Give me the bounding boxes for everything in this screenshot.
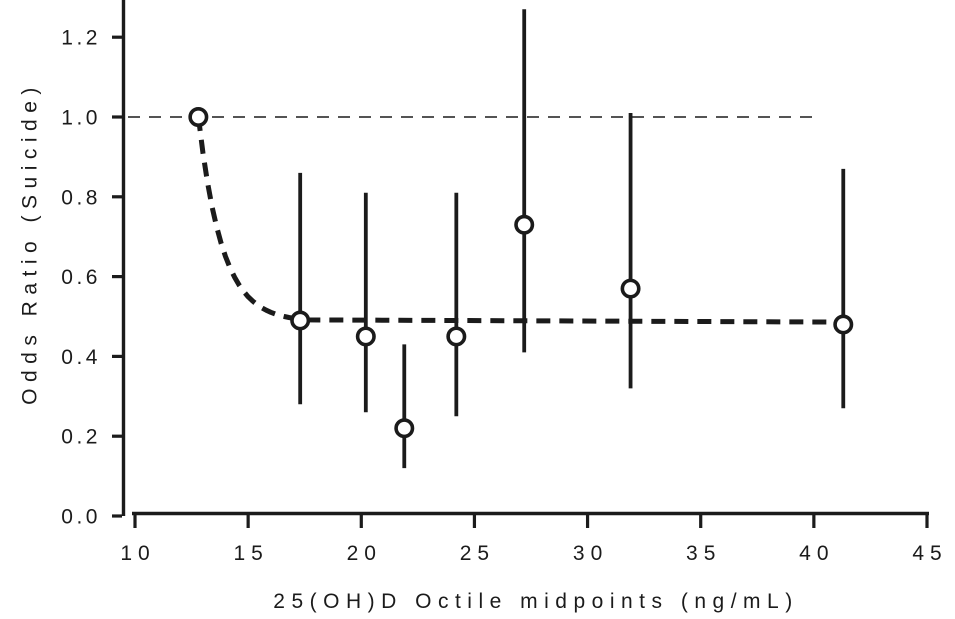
data-point-marker [394, 418, 415, 439]
x-tick-label: 45 [912, 542, 947, 565]
data-point-marker [355, 326, 376, 347]
data-point-marker [620, 278, 641, 299]
data-point-marker [188, 107, 209, 128]
y-tick-label: 0.0 [61, 506, 101, 529]
x-tick-label: 25 [460, 542, 495, 565]
x-tick-label: 35 [686, 542, 721, 565]
data-point-marker [290, 310, 311, 331]
y-tick-label: 1.2 [61, 27, 101, 50]
y-axis-title: Odds Ratio (Suicide) [19, 81, 42, 405]
y-tick-label: 0.6 [61, 266, 101, 289]
x-tick-label: 30 [573, 542, 608, 565]
y-tick-label: 0.2 [61, 426, 101, 449]
x-tick-label: 20 [347, 542, 382, 565]
data-point-marker [833, 314, 854, 335]
x-tick-label: 15 [233, 542, 268, 565]
y-tick-label: 0.8 [61, 186, 101, 209]
data-point-marker [514, 214, 535, 235]
data-point-marker [446, 326, 467, 347]
x-tick-label: 10 [120, 542, 155, 565]
x-axis-title: 25(OH)D Octile midpoints (ng/mL) [273, 590, 798, 613]
y-tick-label: 0.4 [61, 346, 101, 369]
x-tick-label: 40 [799, 542, 834, 565]
y-tick-label: 1.0 [61, 107, 101, 130]
